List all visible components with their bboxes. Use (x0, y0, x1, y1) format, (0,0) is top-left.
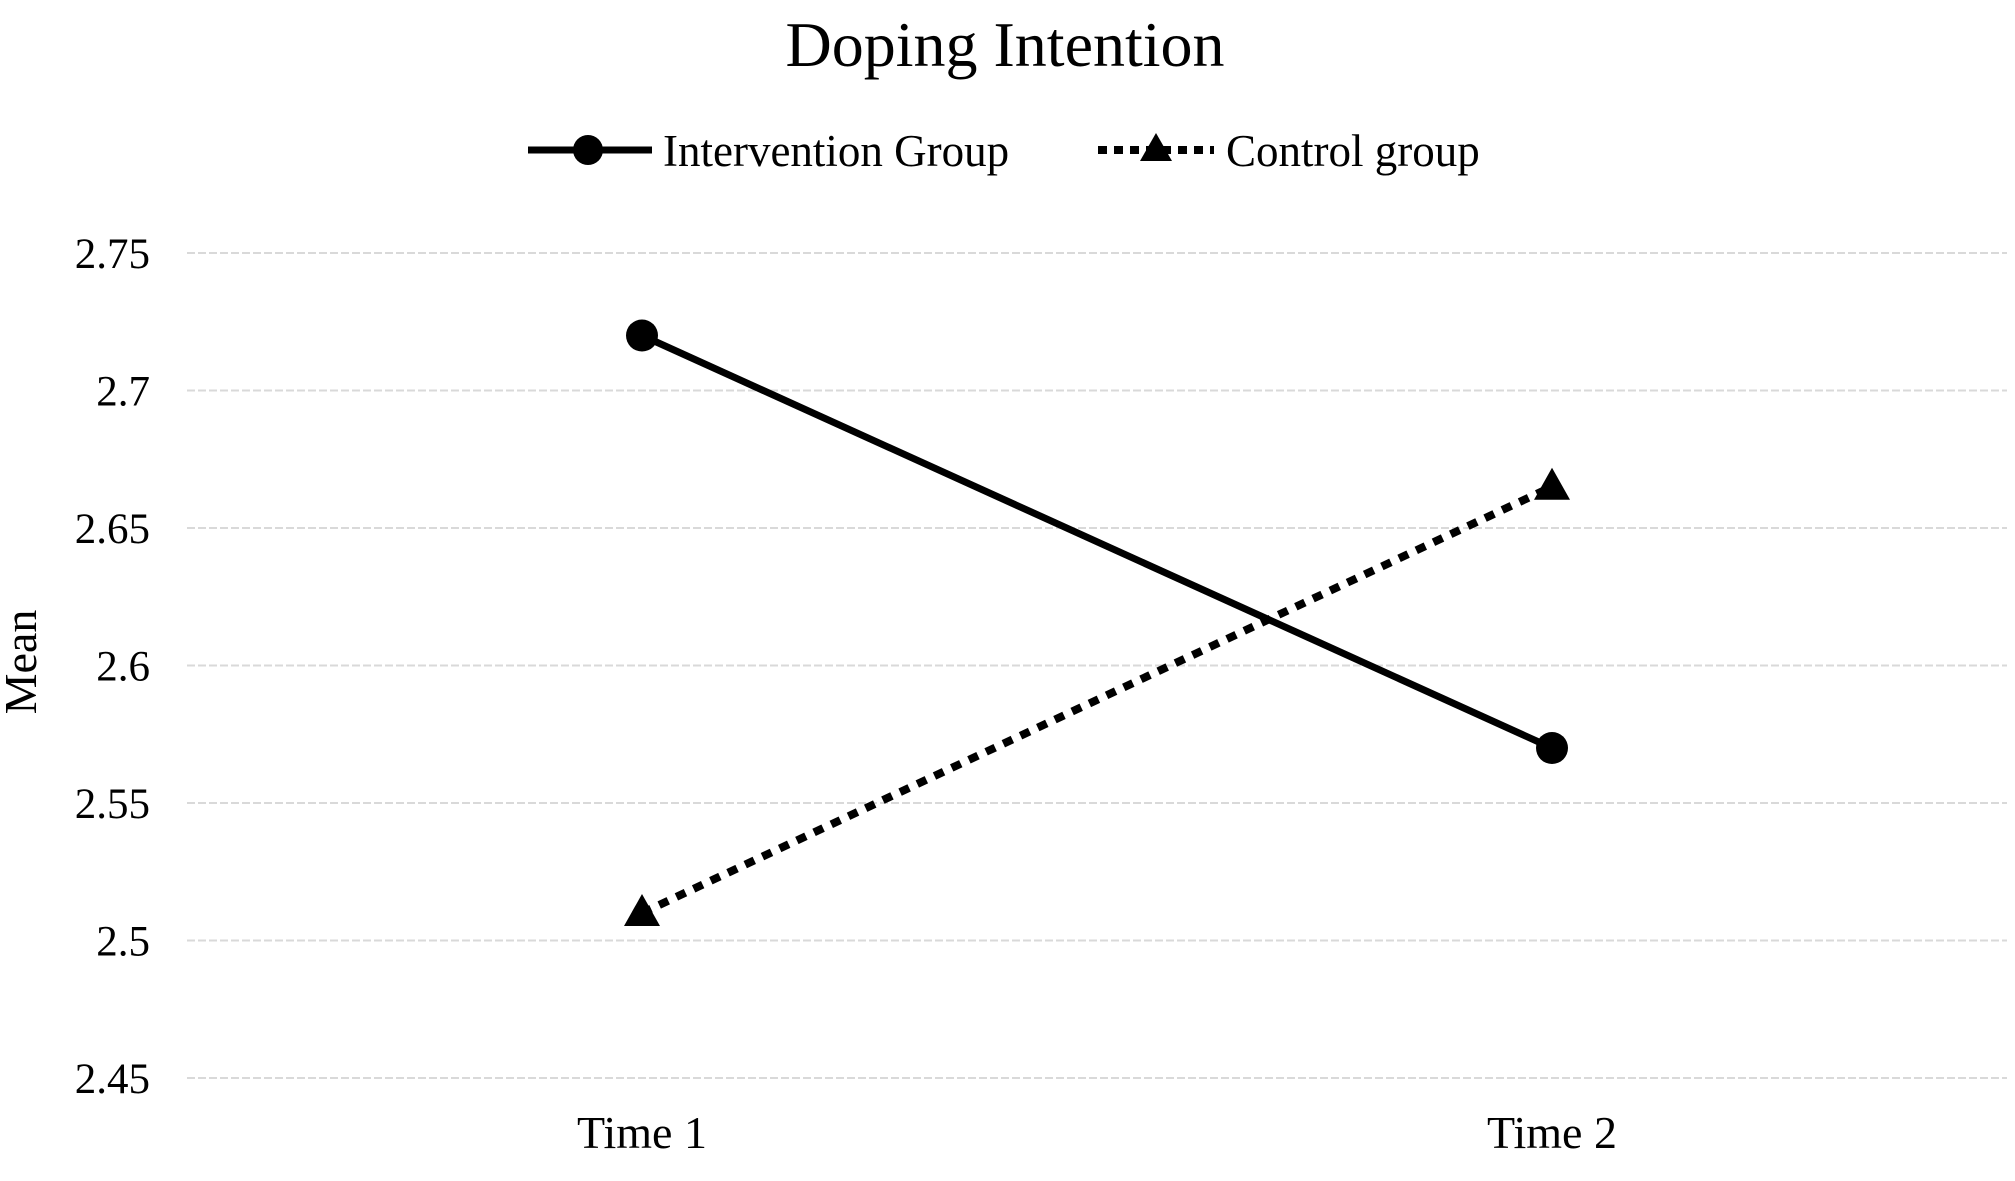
y-tick-label: 2.65 (75, 506, 150, 553)
legend-triangle-marker-icon (1140, 133, 1172, 161)
series-line-intervention-group (640, 332, 1554, 752)
x-tick-label-time-1: Time 1 (577, 1107, 707, 1158)
legend: Intervention Group Control group (528, 126, 1480, 176)
y-tick-label: 2.75 (75, 231, 150, 278)
y-tick-label: 2.5 (96, 919, 150, 966)
data-point-triangle-control-group (624, 894, 660, 926)
legend-label-control: Control group (1226, 126, 1480, 176)
series-line-control-group (640, 483, 1554, 917)
y-tick-label: 2.7 (96, 369, 150, 416)
data-point-triangle-control-group (1534, 467, 1570, 500)
plot-area: 2.75 2.7 2.65 2.6 2.55 2.5 2.45 Time 1 Time 2 (75, 231, 2007, 1158)
data-point-circle-intervention-group (1536, 732, 1568, 764)
chart-title: Doping Intention (785, 9, 1224, 80)
y-tick-label: 2.45 (75, 1056, 150, 1103)
legend-label-intervention: Intervention Group (663, 126, 1009, 176)
data-point-circle-intervention-group (626, 319, 658, 352)
y-axis-title: Mean (0, 610, 46, 715)
y-tick-label: 2.55 (75, 781, 150, 828)
x-tick-label-time-2: Time 2 (1487, 1107, 1617, 1158)
y-tick-label: 2.6 (96, 644, 150, 691)
legend-circle-marker-icon (573, 135, 603, 165)
